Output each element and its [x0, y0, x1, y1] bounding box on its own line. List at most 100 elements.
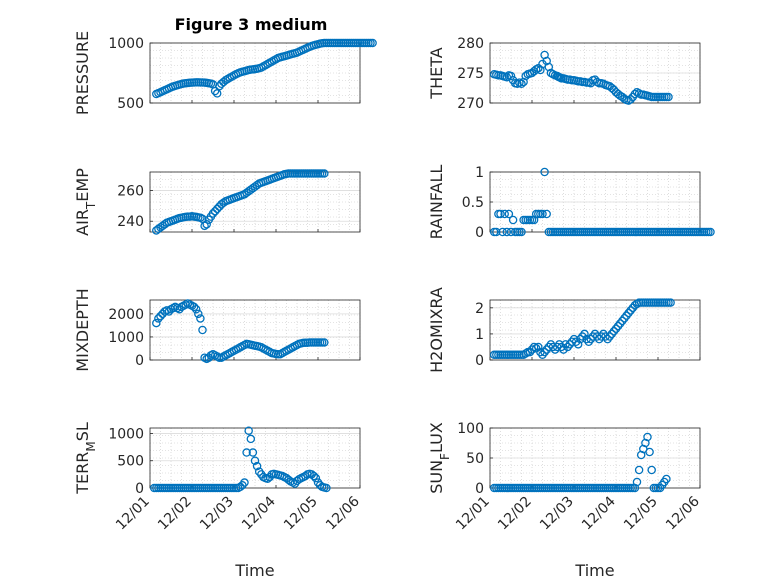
data-point: [320, 169, 329, 178]
panel-h2omixra: 0 1 2 H2OMIXRA: [427, 287, 701, 373]
data-point: [212, 204, 222, 214]
data-point: [647, 465, 656, 475]
data-point: [248, 448, 258, 457]
data-point: [252, 461, 262, 471]
ytick-label: 1000: [108, 330, 144, 346]
xtick-label: 12/06: [663, 493, 703, 533]
xtick-label: 12/06: [323, 493, 363, 533]
data-point: [156, 311, 165, 321]
data-point: [624, 308, 633, 318]
data-point: [609, 327, 619, 336]
data-point: [529, 342, 539, 352]
data-point: [706, 227, 715, 237]
data-point: [580, 329, 589, 339]
data-point: [540, 347, 549, 357]
data-point: [309, 471, 319, 481]
panel-sun_flux: 0 50 100 12/01 12/02 12/03 12/04 12/05 12/06 Time…: [427, 421, 703, 580]
data-point: [643, 432, 652, 442]
yaxis-label: SUNFLUX: [427, 422, 452, 494]
yaxis-label: H2OMIXRA: [427, 287, 446, 373]
ytick-label: 1000: [108, 36, 144, 52]
data-point: [645, 447, 654, 457]
data-point: [194, 309, 203, 319]
data-point: [210, 206, 220, 216]
data-point: [498, 227, 507, 237]
panel-air_temp: 240 260 AIRTEMP: [73, 168, 361, 236]
data-point: [250, 456, 260, 465]
ytick-label: 100: [457, 421, 484, 437]
yaxis-label: RAINFALL: [427, 165, 446, 240]
panel-pressure: 500 1000 PRESSURE: [73, 31, 377, 115]
xtick-label: 12/03: [537, 494, 577, 534]
data-point: [618, 316, 627, 326]
data-point: [662, 474, 671, 484]
data-point: [500, 209, 509, 219]
data-point: [506, 227, 516, 237]
data-point: [613, 321, 623, 331]
axes-box: [149, 171, 361, 233]
ytick-label: 0: [475, 353, 484, 369]
data-point: [634, 465, 644, 475]
data-point: [626, 306, 635, 315]
data-point: [517, 227, 526, 237]
xtick-label: 12/01: [453, 494, 493, 534]
data-point: [368, 38, 377, 48]
data-point: [540, 167, 549, 177]
xtick-label: 12/04: [239, 493, 279, 533]
data-point: [198, 325, 207, 335]
ytick-label: 270: [457, 96, 484, 112]
data-point: [607, 329, 617, 339]
data-point: [534, 342, 543, 352]
ytick-label: 1: [475, 165, 484, 181]
xtick-label: 12/01: [113, 494, 153, 534]
data-point: [322, 483, 331, 493]
ytick-label: 2: [475, 301, 484, 317]
data-point: [202, 220, 211, 229]
ytick-label: 1: [475, 327, 484, 343]
axes-box: [149, 42, 361, 104]
ytick-label: 275: [457, 66, 484, 82]
data-point: [584, 337, 593, 346]
data-point: [630, 89, 640, 99]
panel-rainfall: 0 0.5 1 RAINFALL: [427, 165, 715, 241]
data-point: [542, 209, 551, 219]
figure-title: Figure 3 medium: [175, 15, 328, 34]
data-point: [320, 338, 329, 347]
data-point: [263, 474, 272, 483]
data-point: [517, 79, 526, 89]
data-point: [538, 350, 547, 360]
data-point: [559, 345, 568, 354]
data-point: [626, 95, 635, 104]
data-point: [152, 318, 161, 328]
ytick-label: 0: [135, 481, 144, 497]
xtick-label: 12/02: [155, 494, 195, 534]
data-point: [563, 342, 572, 352]
xtick-label: 12/05: [621, 494, 661, 534]
data-point: [208, 209, 218, 218]
data-point: [154, 314, 163, 323]
ytick-label: 0: [475, 225, 484, 241]
xaxis-label: Time: [234, 561, 274, 580]
axes-box: [149, 427, 361, 489]
ytick-label: 1000: [108, 426, 144, 442]
data-point: [632, 477, 642, 487]
panel-terr_msl: 0 500 1000 12/01 12/02 12/03 12/04 12/05 12/06 Ti…: [73, 422, 363, 580]
xaxis-label: Time: [574, 561, 614, 580]
data-point: [605, 332, 614, 341]
data-point: [492, 227, 501, 237]
panel-mixdepth: 0 1000 2000 MIXDEPTH: [73, 288, 361, 372]
data-point: [578, 332, 587, 341]
data-point: [200, 221, 209, 231]
data-point: [521, 349, 530, 358]
data-point: [292, 476, 302, 486]
data-point: [666, 298, 675, 307]
ytick-label: 260: [117, 183, 144, 199]
data-point: [284, 475, 293, 485]
data-point: [620, 314, 629, 323]
ytick-label: 240: [117, 214, 144, 230]
data-point: [210, 86, 220, 96]
data-point: [664, 92, 673, 102]
data-point: [632, 299, 642, 309]
